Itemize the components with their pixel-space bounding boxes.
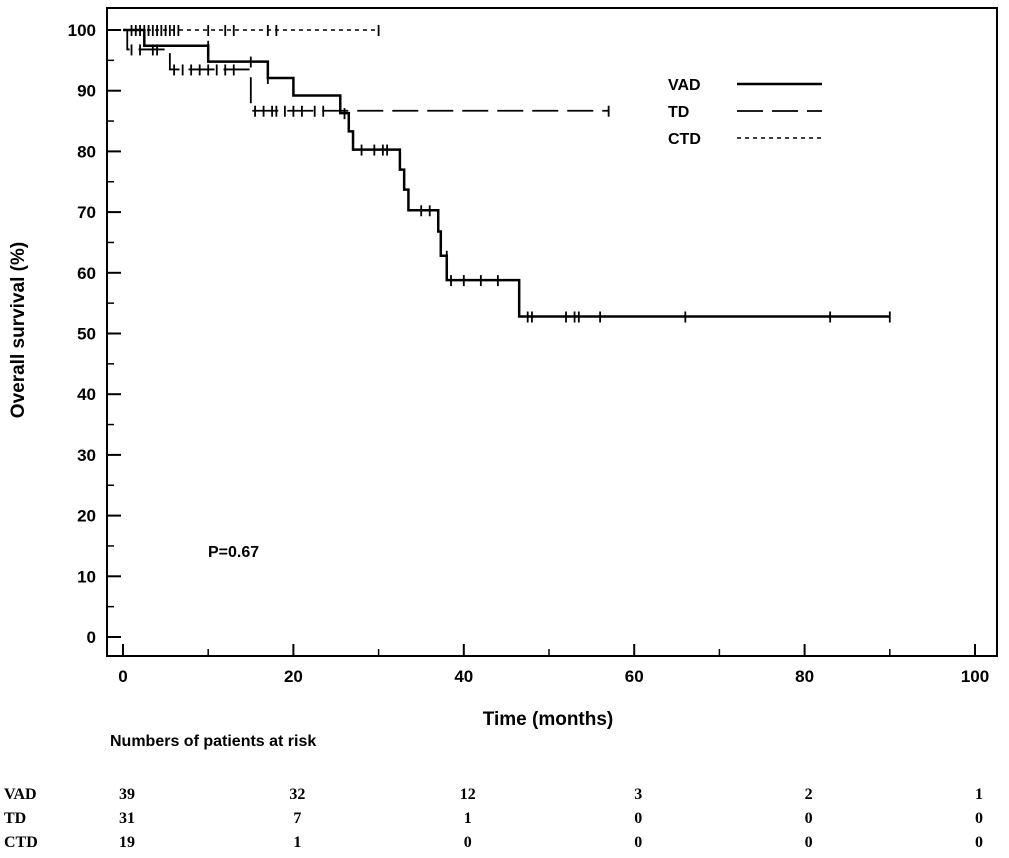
y-tick-label: 10 <box>77 567 96 586</box>
risk-cell: 7 <box>293 810 301 827</box>
risk-row-label: CTD <box>4 834 38 851</box>
p-value-annotation: P=0.67 <box>208 544 259 561</box>
y-tick-label: 100 <box>68 21 96 40</box>
y-tick-label: 20 <box>77 507 96 526</box>
x-tick-label: 20 <box>284 667 303 686</box>
y-tick-label: 30 <box>77 446 96 465</box>
y-tick-label: 90 <box>77 82 96 101</box>
series-td <box>123 29 610 117</box>
risk-cell: 31 <box>119 810 135 827</box>
risk-row-label: TD <box>4 810 26 827</box>
risk-table-title: Numbers of patients at risk <box>110 733 316 750</box>
legend-label-vad: VAD <box>668 77 701 94</box>
risk-cell: 0 <box>975 834 983 851</box>
risk-cell: 0 <box>805 810 813 827</box>
risk-cell: 0 <box>464 834 472 851</box>
survival-curve-vad <box>123 28 890 318</box>
series-vad <box>123 28 891 323</box>
legend: VAD TD CTD <box>668 77 822 148</box>
series-ctd <box>123 25 380 36</box>
risk-cell: 3 <box>634 786 642 803</box>
x-tick-label: 0 <box>118 667 127 686</box>
risk-cell: 1 <box>464 810 472 827</box>
x-tick-label: 40 <box>454 667 473 686</box>
risk-row-label: VAD <box>4 786 37 803</box>
risk-cell: 2 <box>805 786 813 803</box>
x-tick-label: 60 <box>625 667 644 686</box>
legend-label-td: TD <box>668 104 689 121</box>
risk-cell: 19 <box>119 834 135 851</box>
y-tick-label: 0 <box>87 628 96 647</box>
y-tick-label: 40 <box>77 385 96 404</box>
plot-frame <box>106 7 998 657</box>
y-tick-label: 60 <box>77 264 96 283</box>
x-axis: 0 20 40 60 80 100 <box>118 644 989 686</box>
risk-cell: 39 <box>119 786 135 803</box>
x-tick-label: 80 <box>795 667 814 686</box>
y-axis-title: Overall survival (%) <box>8 242 29 418</box>
y-tick-label: 50 <box>77 325 96 344</box>
risk-cell: 1 <box>975 786 983 803</box>
risk-cell: 12 <box>460 786 476 803</box>
risk-cell: 1 <box>293 834 301 851</box>
y-tick-label: 80 <box>77 142 96 161</box>
legend-label-ctd: CTD <box>668 131 701 148</box>
risk-cell: 0 <box>634 834 642 851</box>
risk-cell: 0 <box>634 810 642 827</box>
y-tick-label: 70 <box>77 203 96 222</box>
risk-cell: 0 <box>975 810 983 827</box>
x-axis-title: Time (months) <box>483 709 614 730</box>
x-tick-label: 100 <box>961 667 989 686</box>
series-layer <box>123 25 891 323</box>
risk-cell: 0 <box>805 834 813 851</box>
y-axis: 0 10 20 30 40 50 60 70 80 90 100 <box>68 21 121 647</box>
risk-cell: 32 <box>289 786 305 803</box>
survival-curve-td <box>123 29 609 112</box>
